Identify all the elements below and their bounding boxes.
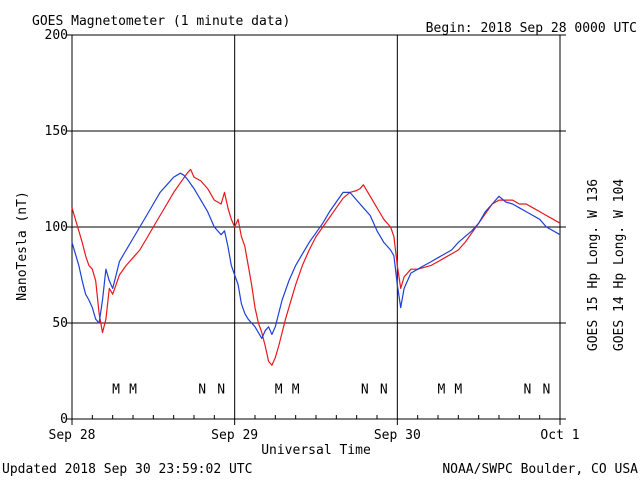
x-tick-label: Sep 30 [374,428,421,443]
begin-time: Begin: 2018 Sep 28 0000 UTC [426,21,637,36]
marker-label: M [437,382,445,397]
chart-title: GOES Magnetometer (1 minute data) [32,14,290,29]
x-tick-label: Sep 28 [49,428,96,443]
marker-label: M [112,382,120,397]
marker-label: M [292,382,300,397]
updated-timestamp: Updated 2018 Sep 30 23:59:02 UTC [2,462,252,477]
y-axis-label: NanoTesla (nT) [15,191,30,301]
series-line-1 [71,172,561,339]
y-axis-ticks: 0 50 100 150 200 [45,28,566,427]
legend-entry-goes15: GOES 15 Hp Long. W 136 [586,179,601,351]
y-tick-label: 50 [52,316,68,331]
marker-label: N [361,382,369,397]
x-tick-label: Sep 29 [211,428,258,443]
marker-label: M [129,382,137,397]
data-source: NOAA/SWPC Boulder, CO USA [442,462,638,477]
y-tick-label: 0 [60,412,68,427]
y-tick-label: 200 [45,28,68,43]
marker-label: N [524,382,532,397]
y-tick-label: 150 [45,124,68,139]
marker-label: N [380,382,388,397]
series-line-0 [71,168,561,366]
marker-label: N [543,382,551,397]
x-tick-label: Oct 1 [540,428,579,443]
marker-label: M [275,382,283,397]
grid-lines [72,35,560,419]
y-tick-label: 100 [45,220,68,235]
marker-label: M [454,382,462,397]
x-axis-ticks: Sep 28 Sep 29 Sep 30 Oct 1 [49,415,580,443]
marker-label: N [198,382,206,397]
x-axis-label: Universal Time [261,443,371,458]
series-lines [71,168,561,366]
legend-entry-goes14: GOES 14 Hp Long. W 104 [612,179,627,351]
marker-label: N [217,382,225,397]
